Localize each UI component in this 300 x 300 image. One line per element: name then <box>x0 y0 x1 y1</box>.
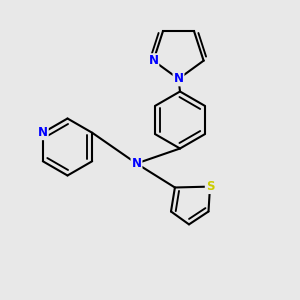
Text: S: S <box>206 180 214 193</box>
Text: N: N <box>148 54 158 67</box>
Text: N: N <box>38 126 48 139</box>
Text: N: N <box>131 157 142 170</box>
Text: N: N <box>173 72 184 86</box>
